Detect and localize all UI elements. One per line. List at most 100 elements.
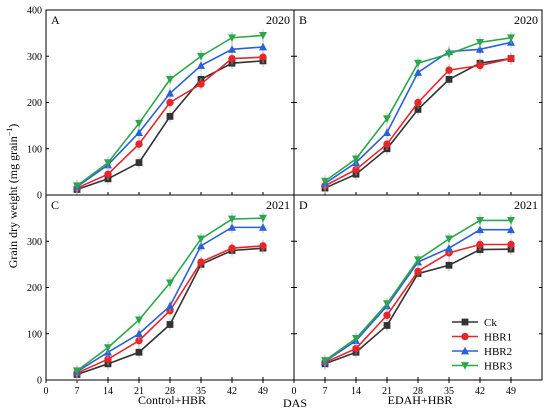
legend-label-hbr2: HBR2 — [484, 346, 512, 358]
data-point-hbr2 — [197, 61, 205, 69]
legend-marker-hbr3 — [461, 362, 469, 370]
legend-marker-hbr1 — [461, 332, 469, 341]
data-point-hbr3 — [73, 182, 81, 190]
data-point-hbr1 — [445, 66, 453, 74]
x-axis-title-center: DAS — [283, 396, 307, 410]
x-tick-label: 35 — [196, 386, 206, 397]
data-point-hbr1 — [383, 311, 391, 319]
x-tick-label: 0 — [44, 386, 49, 397]
data-point-hbr1 — [166, 98, 174, 107]
data-point-hbr1 — [507, 54, 515, 63]
panel-a: 0 100 200 300 400 A 2020 — [27, 6, 295, 202]
data-point-ck — [445, 261, 453, 269]
panel-b: B 2020 — [293, 9, 543, 196]
data-point-hbr2 — [228, 45, 236, 53]
panel-d-letter: D — [299, 198, 308, 212]
data-point-hbr3 — [104, 159, 112, 167]
y-tick-label: 300 — [27, 237, 42, 248]
data-point-hbr1 — [414, 98, 422, 107]
data-point-hbr1 — [352, 344, 360, 353]
data-point-hbr3 — [383, 115, 391, 123]
panel-b-year: 2020 — [514, 13, 538, 27]
y-tick-label: 0 — [37, 376, 42, 387]
data-point-hbr3 — [445, 50, 453, 59]
data-point-hbr3 — [476, 217, 484, 225]
y-tick-label: 300 — [27, 52, 42, 63]
data-point-hbr2 — [135, 329, 143, 338]
data-point-hbr2 — [197, 241, 205, 250]
data-point-hbr3 — [321, 177, 329, 186]
data-point-ck — [445, 75, 453, 83]
panel-c-letter: C — [51, 198, 59, 212]
panel-d-year: 2021 — [514, 198, 538, 212]
data-point-hbr3 — [414, 59, 422, 68]
data-point-hbr3 — [259, 214, 267, 223]
data-point-hbr2 — [383, 128, 391, 136]
data-point-ck — [135, 348, 143, 356]
data-point-hbr3 — [352, 334, 360, 343]
y-tick-label: 100 — [27, 144, 42, 155]
data-point-hbr1 — [228, 54, 236, 63]
data-point-hbr3 — [135, 119, 143, 128]
data-point-hbr1 — [352, 165, 360, 174]
x-tick-label: 28 — [165, 386, 175, 397]
data-point-ck — [166, 321, 174, 328]
data-point-hbr2 — [476, 225, 484, 234]
data-point-hbr3 — [197, 235, 205, 244]
data-point-hbr2 — [135, 128, 143, 136]
data-point-hbr1 — [476, 61, 484, 70]
data-point-ck — [135, 159, 143, 167]
data-point-hbr3 — [228, 34, 236, 42]
data-point-hbr1 — [383, 140, 391, 148]
x-tick-label: 7 — [75, 386, 80, 397]
data-point-ck — [414, 106, 422, 113]
data-point-ck — [166, 112, 174, 120]
legend-marker-ck — [461, 318, 469, 326]
y-tick-label: 200 — [27, 98, 42, 109]
data-point-hbr3 — [414, 256, 422, 264]
data-point-hbr3 — [197, 52, 205, 61]
legend-label-hbr1: HBR1 — [484, 332, 512, 344]
panels-group: 0 100 200 300 400 A 2020 B 2020 0 100 200 300 0 7 14 21 2… — [27, 6, 543, 397]
data-point-hbr2 — [445, 243, 453, 252]
data-point-hbr1 — [197, 258, 205, 266]
legend-marker-hbr2 — [461, 346, 469, 355]
legend-label-ck: Ck — [484, 317, 497, 329]
data-point-hbr1 — [104, 170, 112, 178]
data-point-hbr3 — [507, 34, 515, 42]
x-tick-label: 49 — [258, 386, 268, 397]
x-tick-label: 0 — [292, 386, 297, 397]
data-point-hbr1 — [476, 240, 484, 249]
x-tick-label: 28 — [413, 386, 423, 397]
y-tick-label: 100 — [27, 329, 42, 340]
data-point-hbr3 — [476, 38, 484, 47]
panel-c: 0 100 200 300 0 7 14 21 28 35 42 49 C 2021 — [27, 194, 295, 397]
data-point-hbr2 — [166, 301, 174, 310]
data-point-hbr2 — [259, 223, 267, 231]
panel-a-letter: A — [51, 13, 60, 27]
data-point-hbr1 — [507, 240, 515, 249]
data-point-hbr3 — [104, 344, 112, 352]
panel-a-year: 2020 — [266, 13, 290, 27]
data-point-hbr1 — [135, 140, 143, 148]
data-point-hbr2 — [507, 225, 515, 234]
data-point-hbr1 — [197, 80, 205, 88]
y-tick-label: 400 — [27, 6, 42, 17]
data-point-hbr3 — [352, 155, 360, 164]
data-point-hbr3 — [445, 235, 453, 244]
x-tick-label: 14 — [351, 386, 361, 397]
x-tick-label: 21 — [134, 386, 144, 397]
x-axis-title-right: EDAH+HBR — [388, 393, 453, 407]
data-point-hbr1 — [104, 355, 112, 363]
data-point-hbr1 — [228, 244, 236, 252]
data-point-hbr3 — [166, 75, 174, 84]
data-point-hbr1 — [135, 336, 143, 345]
data-point-hbr3 — [135, 316, 143, 325]
data-point-hbr1 — [259, 242, 267, 250]
data-point-hbr3 — [507, 217, 515, 225]
x-tick-label: 7 — [323, 386, 328, 397]
panel-b-letter: B — [299, 13, 307, 27]
data-point-hbr1 — [259, 53, 267, 61]
data-point-hbr3 — [166, 279, 174, 288]
data-point-hbr1 — [414, 267, 422, 276]
